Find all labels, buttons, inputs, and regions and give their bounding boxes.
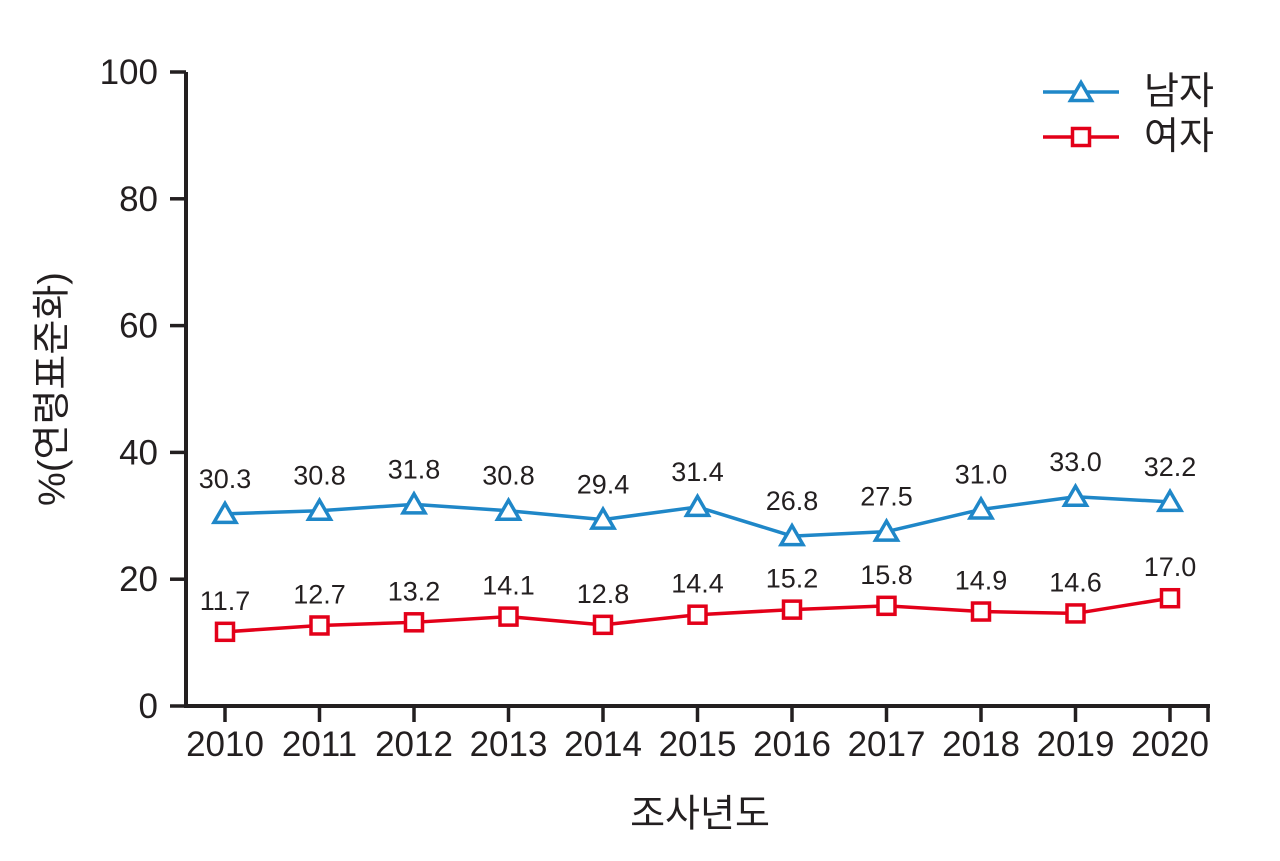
square-marker-icon bbox=[1070, 126, 1092, 147]
value-label: 17.0 bbox=[1144, 552, 1197, 582]
female-series-swatch-icon bbox=[1043, 126, 1119, 147]
data-point-marker bbox=[494, 496, 523, 521]
data-point-marker bbox=[592, 614, 614, 636]
data-point-marker bbox=[399, 490, 429, 515]
data-point-marker bbox=[687, 604, 708, 625]
value-label: 31.8 bbox=[388, 454, 441, 484]
x-tick-label: 2011 bbox=[282, 725, 357, 764]
value-label: 31.4 bbox=[671, 457, 724, 487]
data-point-marker bbox=[1159, 587, 1181, 609]
data-point-marker bbox=[872, 517, 901, 542]
data-point-marker bbox=[305, 496, 334, 521]
y-tick-label: 100 bbox=[100, 53, 158, 92]
value-label: 11.7 bbox=[200, 586, 251, 616]
value-label: 12.7 bbox=[293, 579, 346, 609]
y-tick-label: 60 bbox=[119, 307, 158, 346]
y-tick-label: 20 bbox=[119, 560, 158, 599]
value-label: 14.4 bbox=[671, 569, 724, 599]
data-point-marker bbox=[1061, 482, 1090, 508]
x-tick-label: 2012 bbox=[375, 725, 453, 764]
legend-label-male: 남자 bbox=[1144, 70, 1214, 113]
data-point-marker bbox=[966, 495, 996, 520]
legend: 남자 여자 bbox=[1043, 69, 1214, 159]
triangle-marker-icon bbox=[1067, 78, 1095, 102]
data-point-marker bbox=[309, 615, 330, 636]
value-label: 14.6 bbox=[1049, 567, 1102, 597]
data-point-marker bbox=[1065, 603, 1086, 624]
value-label: 29.4 bbox=[577, 470, 630, 500]
x-axis-title: 조사년도 bbox=[630, 793, 770, 836]
x-tick-label: 2020 bbox=[1131, 725, 1209, 764]
value-label: 33.0 bbox=[1049, 447, 1102, 477]
value-label: 31.0 bbox=[955, 459, 1008, 489]
value-label: 13.2 bbox=[388, 576, 441, 606]
x-tick-label: 2013 bbox=[470, 725, 548, 764]
y-tick-label: 80 bbox=[119, 180, 158, 219]
value-label: 12.8 bbox=[577, 579, 630, 609]
data-point-marker bbox=[214, 621, 236, 643]
x-tick-label: 2010 bbox=[186, 725, 264, 764]
legend-item-female: 여자 bbox=[1043, 114, 1214, 159]
x-tick-label: 2019 bbox=[1037, 725, 1115, 764]
value-label: 26.8 bbox=[766, 486, 819, 516]
value-label: 32.2 bbox=[1144, 452, 1197, 482]
value-label: 30.8 bbox=[482, 461, 535, 491]
x-tick-label: 2017 bbox=[848, 725, 926, 764]
x-tick-label: 2018 bbox=[942, 725, 1020, 764]
value-label: 15.8 bbox=[860, 560, 913, 590]
data-point-marker bbox=[210, 499, 240, 525]
data-point-marker bbox=[683, 492, 712, 518]
data-point-marker bbox=[1155, 487, 1185, 513]
value-label: 30.3 bbox=[199, 464, 252, 494]
data-point-marker bbox=[588, 505, 618, 530]
y-tick-label: 40 bbox=[119, 433, 158, 472]
x-tick-label: 2016 bbox=[753, 725, 831, 764]
y-axis-title: %(연령표준화) bbox=[31, 272, 74, 506]
x-tick-label: 2014 bbox=[564, 725, 642, 764]
data-point-marker bbox=[781, 599, 803, 620]
value-label: 15.2 bbox=[766, 564, 819, 594]
value-label: 27.5 bbox=[860, 482, 913, 512]
data-point-marker bbox=[970, 601, 992, 622]
data-point-marker bbox=[498, 606, 519, 627]
value-label: 14.9 bbox=[955, 566, 1008, 596]
legend-item-male: 남자 bbox=[1043, 69, 1214, 114]
value-label: 14.1 bbox=[482, 571, 535, 601]
y-tick-label: 0 bbox=[139, 687, 158, 726]
value-label: 30.8 bbox=[293, 461, 346, 491]
data-point-marker bbox=[876, 595, 897, 617]
male-series-swatch-icon bbox=[1043, 78, 1119, 102]
data-point-marker bbox=[403, 612, 425, 633]
x-tick-label: 2015 bbox=[659, 725, 737, 764]
legend-label-female: 여자 bbox=[1144, 115, 1214, 158]
data-point-marker bbox=[777, 522, 807, 547]
